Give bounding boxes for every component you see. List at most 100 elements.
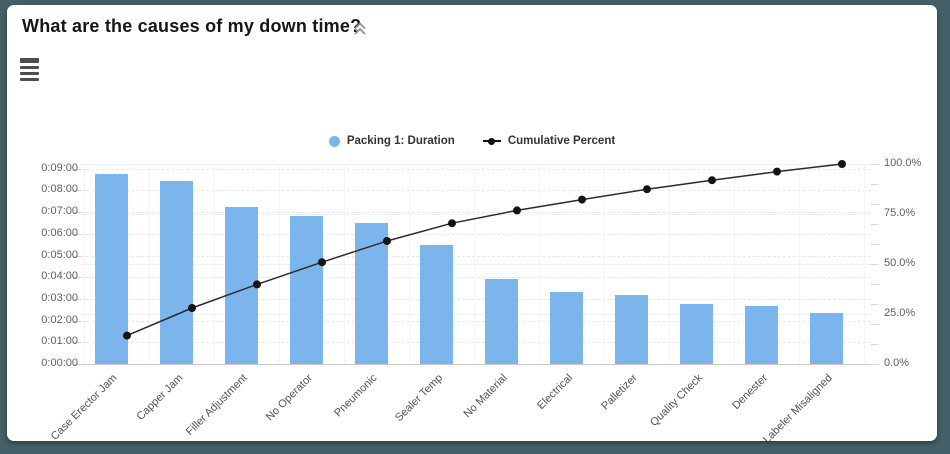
axis-tick [73,255,81,257]
menu-bar [20,58,39,63]
bar[interactable] [485,278,518,364]
legend-item-cumulative[interactable]: Cumulative Percent [482,135,616,147]
legend: Packing 1: Duration Cumulative Percent [7,132,937,150]
axis-tick [73,233,81,235]
x-axis-label: No Material [461,372,510,421]
axis-tick [871,304,879,305]
gridline [148,164,150,364]
y2-axis-label: 0.0% [884,357,910,369]
cumulative-line-layer [123,160,846,340]
line-point[interactable] [708,176,716,185]
chart-menu-icon[interactable] [20,58,39,81]
cumulative-line [126,163,843,337]
line-point[interactable] [123,331,131,340]
legend-label: Cumulative Percent [507,135,616,147]
y-axis-label: 0:01:00 [41,335,78,348]
axis-tick [73,320,81,322]
x-axis-label: Filler Adjustment [184,372,250,438]
gridline [81,233,871,235]
y2-axis-label: 50.0% [884,257,916,269]
chart-card: What are the causes of my down time? Pac… [7,5,937,441]
x-axis-label: Sealer Temp [392,372,445,425]
bar[interactable] [810,313,843,364]
gridline [668,164,670,364]
y-axis-label: 0:06:00 [41,226,78,239]
line-point[interactable] [448,219,456,228]
gridline [81,168,871,170]
gridline [603,164,605,364]
x-axis-line [81,364,871,365]
line-point[interactable] [838,160,846,168]
axis-tick [73,298,81,300]
gridline [81,314,871,315]
axis-tick [73,212,81,214]
gridline [81,214,871,215]
axis-tick [73,342,81,344]
y-axis-label: 0:04:00 [41,270,78,283]
line-point[interactable] [513,206,521,215]
axis-tick [871,344,879,345]
y2-axis-label: 25.0% [884,307,916,319]
axis-tick [871,364,879,365]
bar[interactable] [160,181,193,364]
y2-axis-label: 100.0% [884,157,922,169]
x-axis-label: Case Erector Jam [49,372,120,441]
line-point[interactable] [383,237,391,245]
page-title: What are the causes of my down time? [22,16,362,36]
bar[interactable] [745,306,778,364]
bar[interactable] [95,174,128,364]
axis-tick [73,364,81,365]
gridline [278,164,280,364]
gridline [81,342,871,344]
line-point[interactable] [318,258,326,267]
gridline [81,264,871,265]
gridline [538,164,540,364]
axis-tick [871,324,879,325]
gridline [81,164,871,165]
line-point[interactable] [578,195,586,204]
gridline [343,164,345,364]
bar[interactable] [290,215,323,364]
axis-tick [871,284,879,285]
y-axis-label: 0:03:00 [41,291,78,304]
gridline [733,164,735,364]
gridline [408,164,410,364]
menu-bar [20,66,39,69]
bar[interactable] [550,291,583,364]
gridline [863,164,865,364]
y-axis-label: 0:02:00 [41,313,78,326]
x-axis-label: Labeler Misaligned [761,372,835,441]
gridline [81,255,871,257]
menu-bar [20,72,39,75]
y-axis-label: 0:08:00 [41,183,78,196]
axis-tick [871,164,879,165]
line-point[interactable] [188,304,196,312]
x-axis-label: Palletizer [599,372,640,413]
line-point[interactable] [253,280,261,289]
line-point[interactable] [643,185,651,194]
axis-tick [871,244,879,245]
axis-tick [73,190,81,192]
axis-tick [73,168,81,170]
pareto-chart: 0:00:00 0:01:00 0:02:00 0:03:00 0:04:00 0:05:… [7,5,937,441]
axis-tick [73,277,81,279]
gridline [81,277,871,279]
gridline [81,190,871,192]
axis-tick [871,264,879,265]
y-axis-label: 0:09:00 [41,161,78,174]
line-point[interactable] [773,167,781,176]
collapse-button[interactable] [352,22,368,36]
gridline [81,298,871,300]
bar[interactable] [615,295,648,364]
y-axis-label: 0:07:00 [41,205,78,218]
gridline [473,164,475,364]
gridline [83,164,85,364]
bar[interactable] [680,304,713,364]
bar[interactable] [420,244,453,364]
gridline [81,320,871,322]
axis-tick [871,204,879,205]
legend-item-duration[interactable]: Packing 1: Duration [328,135,455,147]
y-axis-label: 0:00:00 [41,357,78,369]
x-axis-label: Denester [729,372,770,413]
